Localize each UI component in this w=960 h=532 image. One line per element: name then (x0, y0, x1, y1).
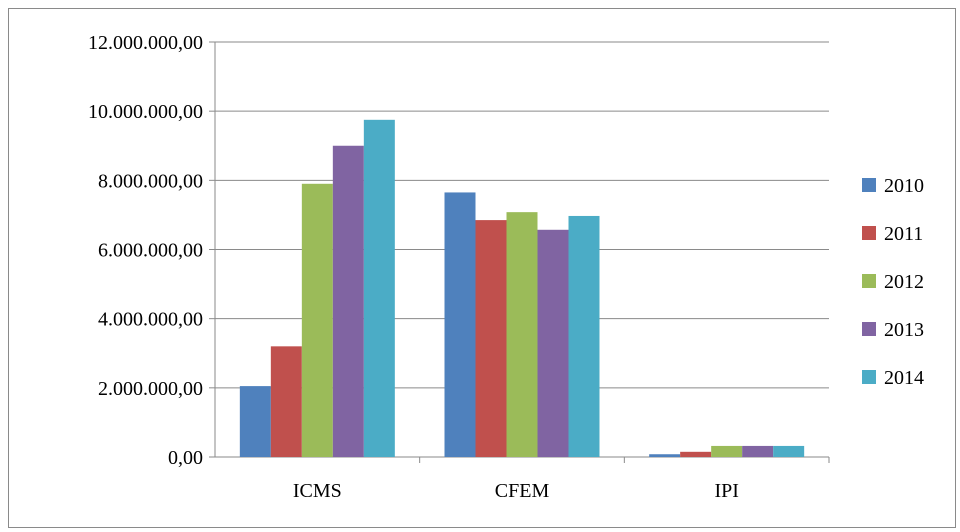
bar (239, 386, 271, 457)
bar (773, 445, 805, 457)
legend-label: 2010 (884, 175, 924, 197)
legend-swatch (862, 226, 876, 240)
legend: 2010 2011 2012 2013 2014 (862, 175, 924, 389)
bar (332, 145, 364, 457)
bar (270, 346, 302, 457)
x-category-label: CFEM (495, 480, 550, 502)
legend-label: 2014 (884, 367, 924, 389)
bar (568, 215, 600, 457)
x-category-labels: ICMS CFEM IPI (293, 480, 739, 502)
bar (649, 454, 681, 457)
bar (301, 183, 333, 457)
legend-swatch (862, 370, 876, 384)
bar (363, 119, 395, 457)
legend-swatch (862, 178, 876, 192)
y-tick-label: 8.000.000,00 (98, 170, 203, 192)
y-tick-label: 6.000.000,00 (98, 240, 203, 262)
legend-label: 2012 (884, 271, 924, 293)
x-category-label: IPI (714, 480, 738, 502)
bar (537, 229, 569, 457)
legend-swatch (862, 322, 876, 336)
legend-swatch (862, 274, 876, 288)
bar (711, 445, 743, 457)
legend-label: 2013 (884, 319, 924, 341)
y-tick-label: 10.000.000,00 (88, 101, 203, 123)
legend-label: 2011 (884, 223, 923, 245)
y-tick-label: 4.000.000,00 (98, 309, 203, 331)
y-tick-label: 2.000.000,00 (98, 378, 203, 400)
chart-frame: 0,00 2.000.000,00 4.000.000,00 6.000.000,00… (8, 8, 956, 528)
bar (680, 451, 712, 457)
y-tick-label: 12.000.000,00 (88, 32, 203, 54)
y-tick-label: 0,00 (168, 447, 203, 469)
bars (239, 119, 805, 457)
bar (742, 445, 774, 457)
bar (475, 220, 507, 457)
bar (444, 192, 476, 457)
y-tick-labels: 0,00 2.000.000,00 4.000.000,00 6.000.000,00… (88, 32, 203, 469)
x-category-label: ICMS (293, 480, 342, 502)
bar (506, 212, 538, 457)
bar-chart: 0,00 2.000.000,00 4.000.000,00 6.000.000,00… (88, 32, 924, 502)
